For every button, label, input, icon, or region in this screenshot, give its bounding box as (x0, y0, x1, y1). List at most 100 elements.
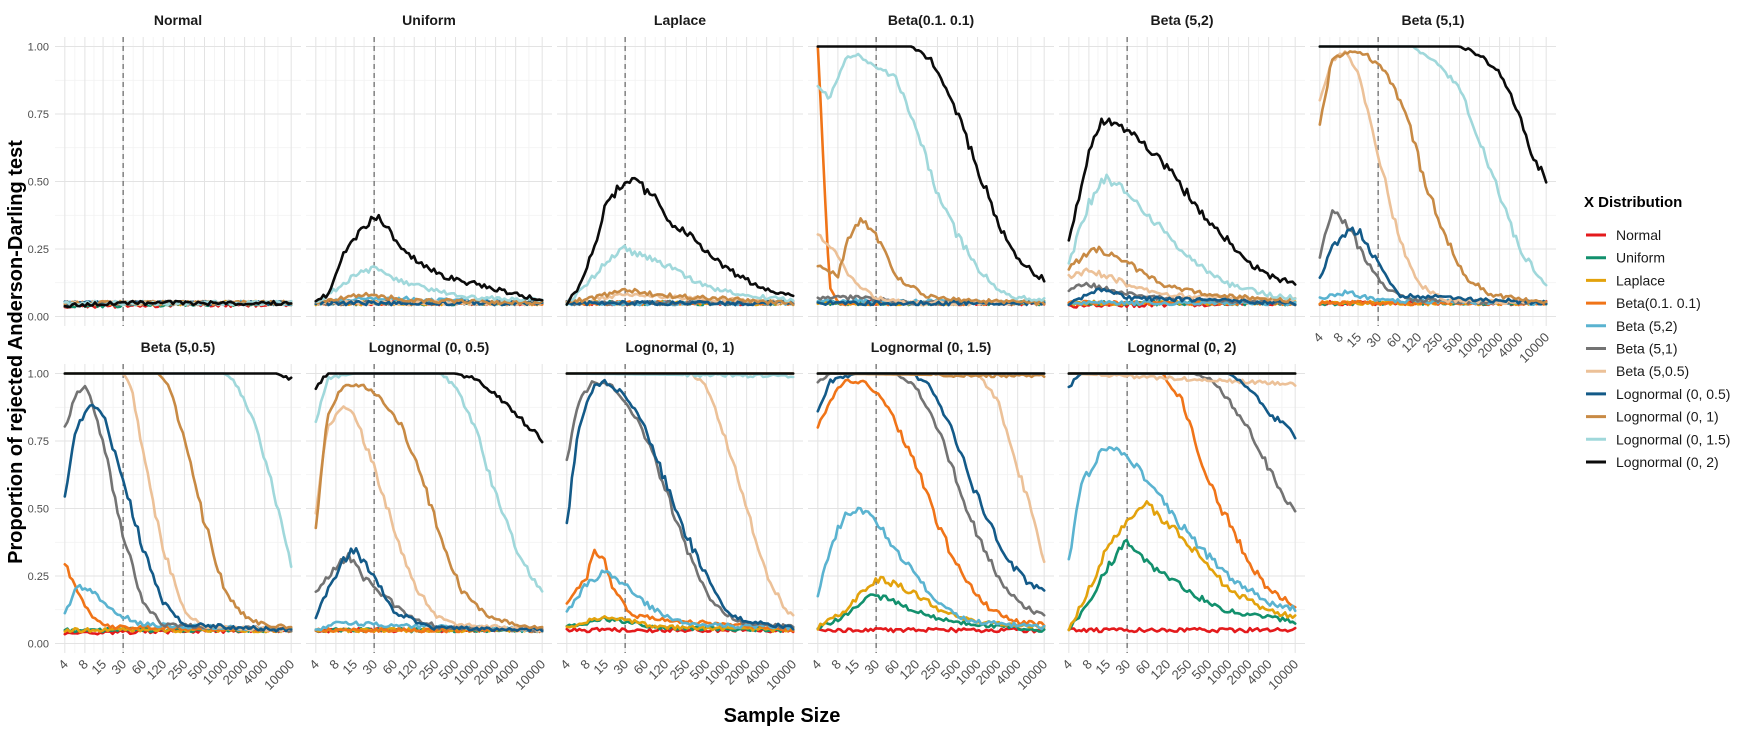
panel-2: Uniform (306, 12, 552, 326)
x-tick-label: 120 (143, 657, 169, 683)
panel-6: Beta (5,1)4 815 30 601202505001000200040001… (1310, 12, 1556, 366)
x-tick-label: 10000 (261, 657, 297, 693)
x-tick-label: 8 (75, 657, 91, 673)
y-tick-label: 0.00 (28, 312, 49, 324)
x-tick-label: 8 (326, 657, 342, 673)
facet-title: Lognormal (0, 2) (1128, 339, 1237, 355)
panel-3: Laplace (557, 12, 803, 326)
x-tick-label: 15 (1343, 330, 1364, 351)
x-tick-label: 30 (610, 657, 631, 678)
series-line-3 (63, 626, 293, 634)
series-line-7 (1067, 267, 1297, 304)
legend-label: Lognormal (0, 1.5) (1616, 431, 1730, 447)
x-tick-label: 30 (359, 657, 380, 678)
x-tick-label: 4 (1059, 657, 1075, 673)
legend-label: Beta (5,0.5) (1616, 363, 1689, 379)
series-line-9 (816, 217, 1046, 307)
legend-item: Lognormal (0, 1) (1586, 409, 1719, 425)
x-tick-label: 120 (394, 657, 420, 683)
legend-items: Normal Uniform Laplace Beta(0.1. 0.1) Beta (… (1586, 227, 1730, 470)
x-tick-label: 8 (828, 657, 844, 673)
x-tick-label: 120 (645, 657, 671, 683)
panel-5: Beta (5,2) (1059, 12, 1305, 326)
x-tick-label: 15 (1092, 657, 1113, 678)
series-line-11 (63, 372, 293, 381)
series-line-9 (1067, 245, 1297, 304)
series-line-1 (816, 626, 1046, 634)
y-tick-label: 1.00 (28, 368, 49, 380)
x-tick-label: 15 (88, 657, 109, 678)
x-tick-label: 10000 (1014, 657, 1050, 693)
series-line-5 (1067, 445, 1297, 613)
legend-item: Beta (5,1) (1586, 341, 1677, 357)
series-line-11 (1318, 45, 1548, 184)
series-line-5 (565, 569, 795, 631)
legend-item: Laplace (1586, 272, 1665, 288)
series-line-6 (1318, 209, 1548, 306)
series-line-5 (816, 506, 1046, 631)
series-line-11 (565, 176, 795, 306)
x-tick-label: 4 (557, 657, 573, 673)
legend-item: Beta(0.1. 0.1) (1586, 295, 1701, 311)
panel-1: Normal 0.00 0.25 0.50 0.75 1.00 (28, 12, 301, 326)
series-line-2 (1067, 538, 1297, 632)
series-line-7 (314, 405, 544, 633)
panel-7: Beta (5,0.5)0.000.250.500.751.004 815 30 60… (28, 339, 301, 693)
x-tick-label: 15 (590, 657, 611, 678)
y-tick-label: 0.25 (28, 244, 49, 256)
y-tick-label: 0.50 (28, 177, 49, 189)
series-line-8 (314, 299, 544, 307)
x-tick-label: 8 (577, 657, 593, 673)
y-tick-label: 0.75 (28, 109, 49, 121)
series-line-11 (816, 45, 1046, 283)
y-tick-label: 1.00 (28, 41, 49, 53)
legend-item: Lognormal (0, 0.5) (1586, 386, 1730, 402)
series-line-8 (1067, 287, 1297, 307)
legend-label: Beta (5,2) (1616, 318, 1677, 334)
series-line-3 (1067, 500, 1297, 632)
series-line-8 (314, 546, 544, 633)
x-tick-label: 4 (808, 657, 824, 673)
panel-9: Lognormal (0, 1)4 815 30 601202505001000200… (557, 339, 803, 693)
facet-title: Uniform (402, 12, 456, 28)
x-tick-label: 8 (1079, 657, 1095, 673)
legend-item: Beta (5,2) (1586, 318, 1677, 334)
x-tick-label: 15 (841, 657, 862, 678)
series-line-8 (1318, 226, 1548, 306)
series-line-11 (314, 372, 544, 444)
legend-label: Laplace (1616, 272, 1665, 288)
facet-title: Lognormal (0, 1) (626, 339, 735, 355)
x-tick-label: 30 (1112, 657, 1133, 678)
x-tick-label: 4 (1310, 330, 1326, 346)
series-line-8 (565, 378, 795, 631)
series-line-4 (816, 378, 1046, 628)
series-line-8 (63, 403, 293, 633)
series-line-10 (816, 52, 1046, 303)
x-tick-label: 4 (55, 657, 71, 673)
x-tick-label: 15 (339, 657, 360, 678)
facet-title: Beta (5,2) (1150, 12, 1213, 28)
panels-layer: Normal 0.00 0.25 0.50 0.75 1.00 Uniform Laplace… (28, 12, 1556, 693)
legend-label: Lognormal (0, 0.5) (1616, 386, 1730, 402)
x-tick-label: 10000 (763, 657, 799, 693)
series-line-6 (565, 380, 795, 630)
x-tick-label: 120 (1147, 657, 1173, 683)
legend-item: Lognormal (0, 2) (1586, 454, 1719, 470)
facet-title: Normal (154, 12, 202, 28)
y-tick-label: 0.50 (28, 504, 49, 516)
x-tick-label: 4 (306, 657, 322, 673)
panel-10: Lognormal (0, 1.5)4 815 30 6012025050010002… (808, 339, 1054, 693)
series-line-11 (1067, 117, 1297, 286)
series-line-9 (314, 291, 544, 307)
y-axis-title: Proportion of rejected Anderson-Darling … (5, 140, 27, 564)
series-line-9 (1318, 50, 1548, 305)
legend-item: Normal (1586, 227, 1661, 243)
facet-title: Lognormal (0, 0.5) (369, 339, 490, 355)
panel-8: Lognormal (0, 0.5)4 815 30 6012025050010002… (306, 339, 552, 693)
legend: X Distribution Normal Uniform Laplace Beta(… (1584, 194, 1730, 470)
series-line-1 (1067, 626, 1297, 634)
series-line-9 (565, 287, 795, 307)
legend-title: X Distribution (1584, 194, 1682, 211)
legend-label: Normal (1616, 227, 1661, 243)
